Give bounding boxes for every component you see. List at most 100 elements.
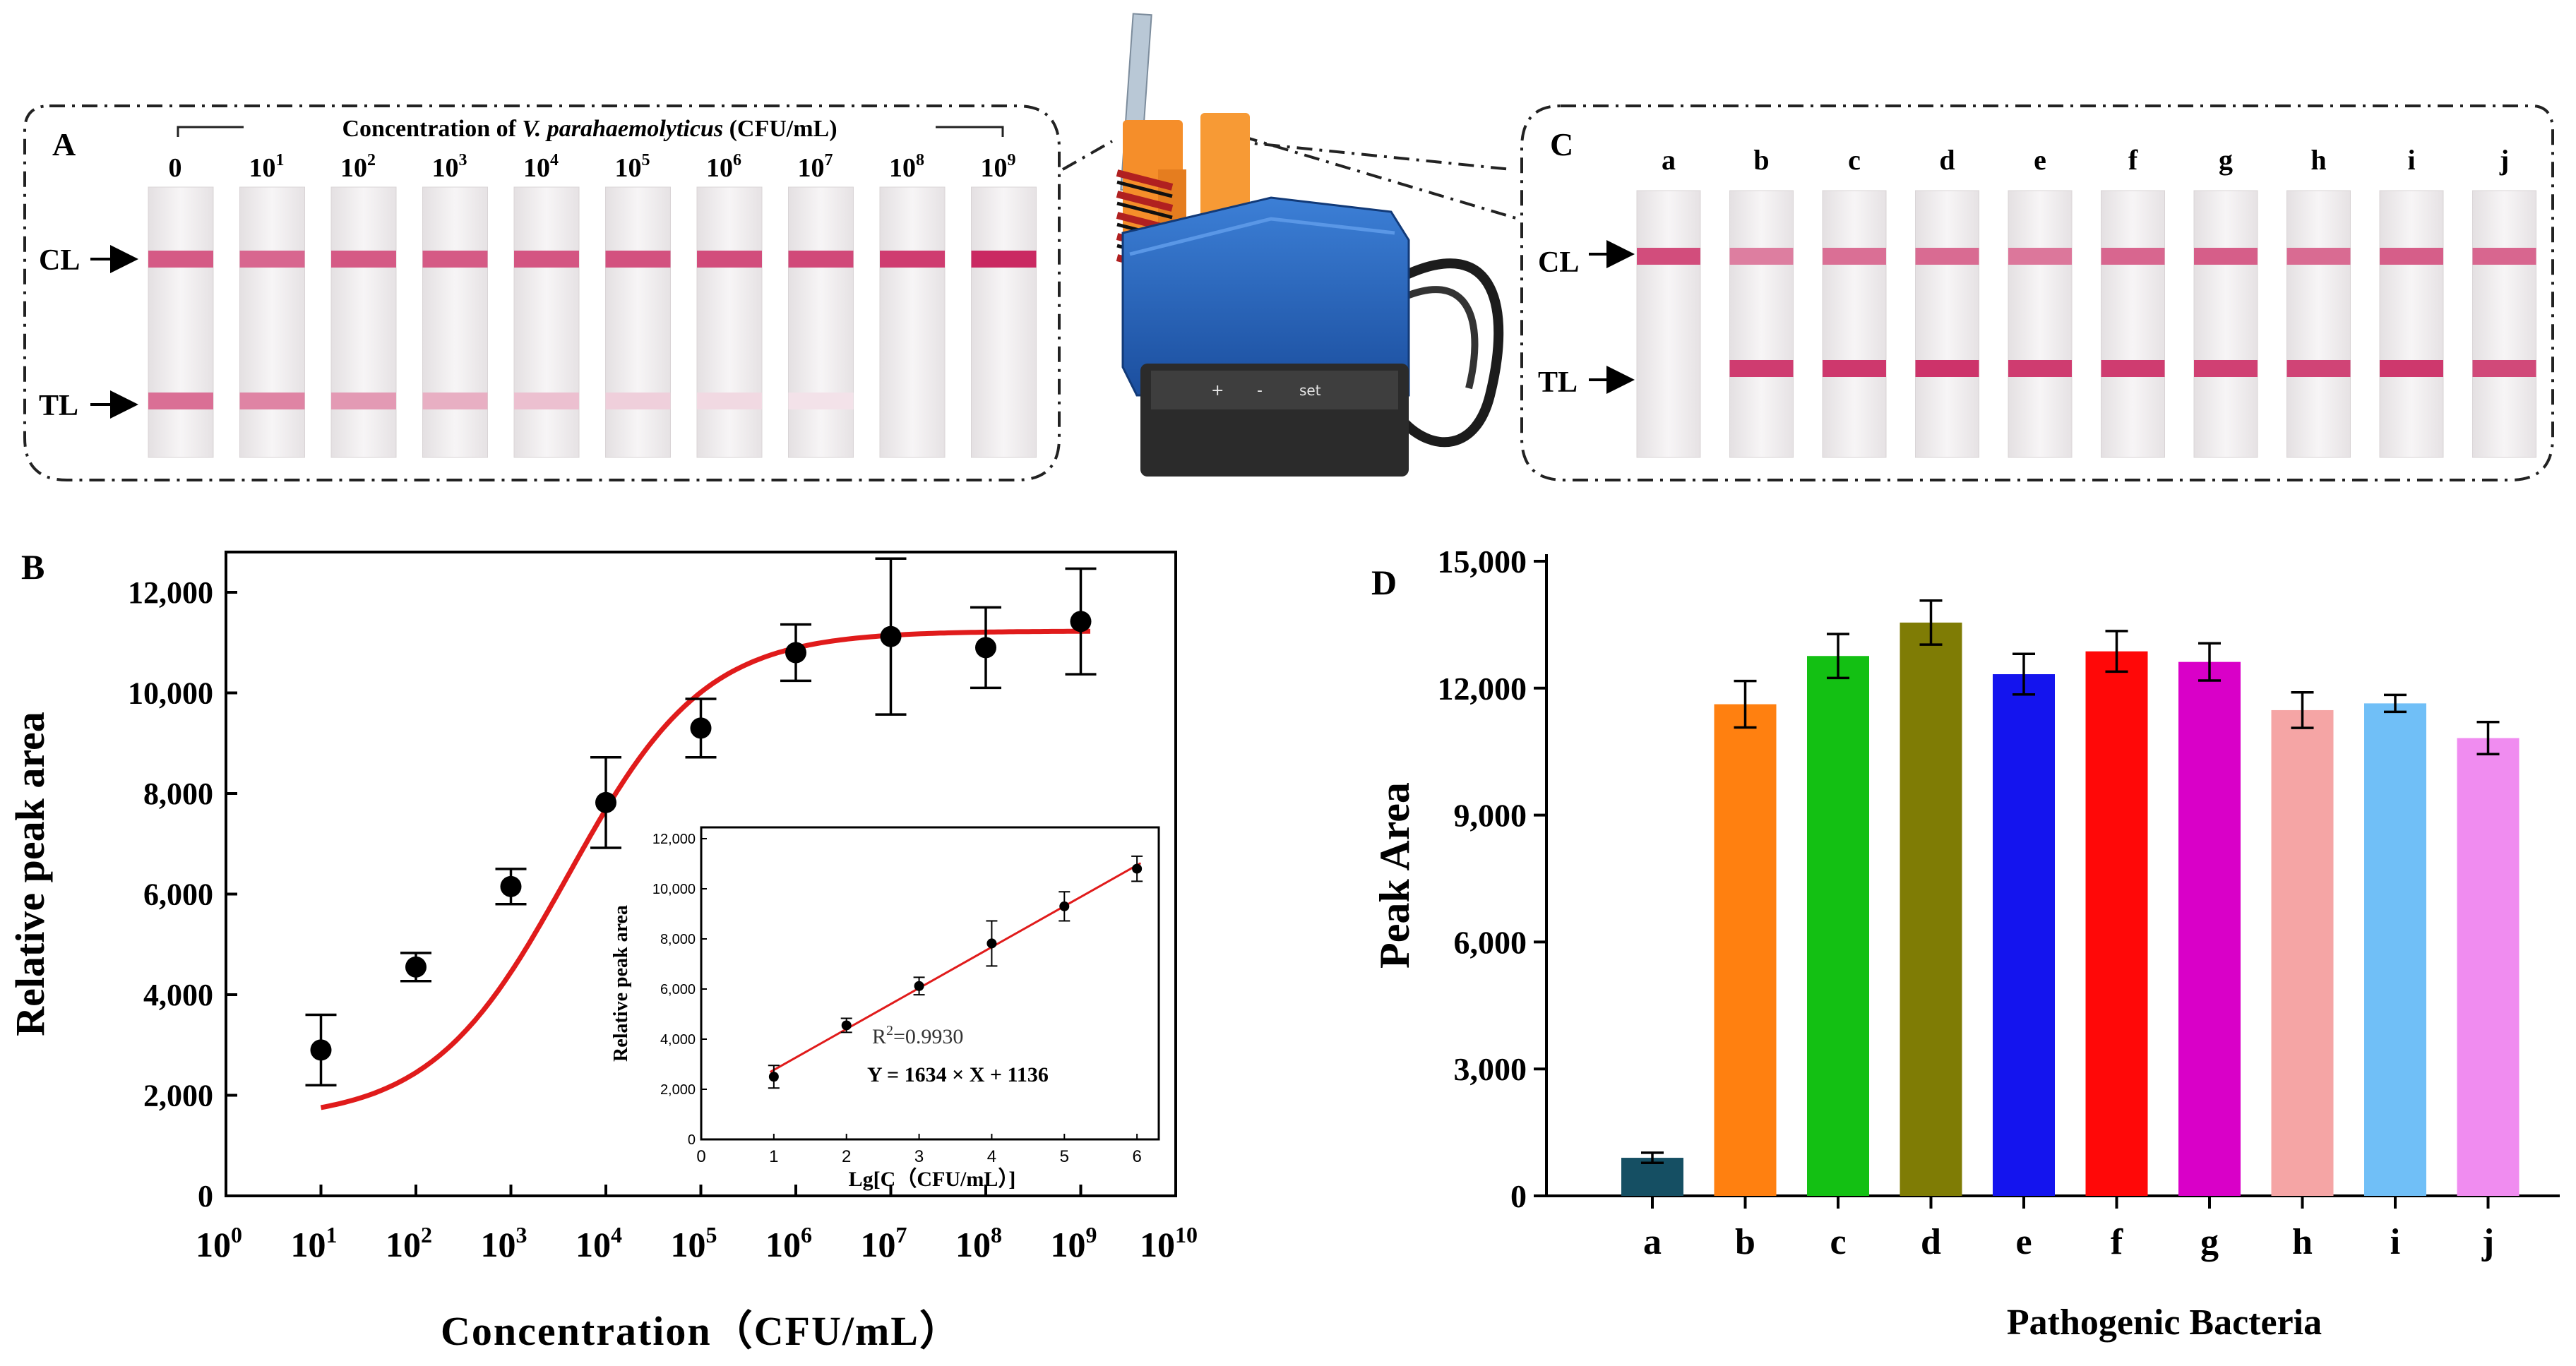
strip-body (788, 186, 854, 458)
strip-sample-label: i (2407, 144, 2415, 176)
strip-body (2193, 190, 2258, 458)
control-line-band (1915, 248, 1979, 265)
test-line-band (2194, 360, 2258, 377)
bar (1993, 674, 2055, 1196)
strip-sample-label: h (2310, 144, 2326, 176)
x-tick-label: d (1921, 1222, 1941, 1262)
strip-label-base: 10 (432, 153, 459, 183)
test-line-band (514, 393, 579, 409)
inset-data-point (768, 1072, 779, 1082)
strip-sample-label: j (2499, 144, 2509, 176)
inset-data-point (914, 981, 924, 991)
inset-axes: 0 1 2 3 4 5 6 0 2,000 4,000 6,000 8,000 10,000 12,000 (652, 832, 1142, 1166)
control-line-band (1823, 248, 1886, 265)
panel-c: C a b c d e f g h i j CL TL (1520, 104, 2554, 481)
panel-b-inset: 0 1 2 3 4 5 6 0 2,000 4,000 6,000 8,000 10,000 12,000… (610, 826, 1160, 1191)
strip-body (239, 186, 305, 458)
control-line-band (1637, 248, 1700, 265)
data-point (880, 625, 902, 647)
control-line-band (605, 251, 671, 268)
x-tick-base: 10 (1051, 1225, 1086, 1264)
y-tick-label: 10,000 (128, 676, 213, 711)
inset-y-tick-label: 8,000 (660, 932, 696, 947)
bar (1714, 704, 1777, 1196)
test-strip: 103 (422, 151, 488, 458)
strip-concentration-label: 103 (432, 151, 467, 183)
x-tick-label: h (2292, 1222, 2313, 1262)
x-tick-exponent: 1 (326, 1222, 338, 1247)
strip-body (605, 186, 671, 458)
y-tick-label: 0 (198, 1179, 213, 1214)
y-tick-label: 9,000 (1454, 798, 1527, 834)
test-line-band (148, 393, 213, 409)
panel-c-cl-label: CL (1538, 246, 1579, 279)
x-tick-exponent: 9 (1086, 1222, 1097, 1247)
control-line-band (697, 251, 762, 268)
test-line-band (2472, 360, 2536, 377)
strip-label-exponent: 8 (916, 151, 924, 169)
data-point (310, 1039, 332, 1061)
test-line-band (1823, 360, 1886, 377)
control-line-band (422, 251, 488, 268)
inset-fit-line (769, 862, 1142, 1073)
inset-points (768, 855, 1143, 1089)
strip-label-exponent: 7 (825, 151, 833, 169)
inset-y-tick-label: 2,000 (660, 1082, 696, 1098)
inset-data-point (1059, 901, 1070, 911)
x-tick-base: 10 (671, 1225, 706, 1264)
strip-body (330, 186, 397, 458)
strip-body (2379, 190, 2444, 458)
inset-y-tick-label: 10,000 (652, 882, 696, 897)
test-strip: 0 (148, 153, 214, 458)
x-tick-label: 109 (1051, 1222, 1097, 1264)
strip-concentration-label: 0 (169, 153, 182, 183)
panel-c-strips: a b c d e f g h i j (1636, 144, 2536, 458)
x-tick-exponent: 5 (706, 1222, 717, 1247)
inset-equation: Y = 1634 × X + 1136 (867, 1063, 1049, 1086)
x-tick-label: 101 (291, 1222, 338, 1264)
panel-a-strips: 0 101 102 103 104 105 106 107 108 109 (148, 151, 1037, 458)
data-point (500, 875, 522, 897)
x-tick-label: 102 (386, 1222, 432, 1264)
x-tick-base: 10 (861, 1225, 896, 1264)
control-line-band (788, 251, 854, 268)
test-strip: a (1636, 144, 1701, 458)
strip-sample-label: b (1753, 144, 1769, 176)
x-tick-label: 107 (861, 1222, 907, 1264)
inset-r2-exp: 2 (886, 1023, 893, 1038)
panel-b-letter: B (21, 547, 44, 587)
inset-y-tick-label: 6,000 (660, 982, 696, 997)
strip-sample-label: c (1848, 144, 1861, 176)
strip-label-base: 0 (169, 153, 182, 183)
panel-b-fit-curve (320, 628, 1090, 1110)
inset-x-tick-label: 2 (842, 1147, 851, 1166)
test-line-band (2008, 360, 2072, 377)
panel-a-header-species: V. parahaemolyticus (522, 116, 723, 142)
panel-c-tl-label: TL (1538, 366, 1578, 399)
strip-label-base: 10 (523, 153, 550, 183)
strip-label-exponent: 6 (733, 151, 741, 169)
data-point (1070, 611, 1092, 633)
inset-data-point (841, 1020, 852, 1031)
y-tick-label: 8,000 (143, 777, 213, 811)
detector-device: + - set (1062, 13, 1519, 477)
strip-body (2101, 190, 2165, 458)
test-line-band (422, 393, 488, 409)
x-tick-label: j (2481, 1222, 2494, 1262)
panel-d-letter: D (1371, 563, 1397, 602)
strip-label-base: 10 (340, 153, 367, 183)
x-tick-label: 105 (671, 1222, 717, 1264)
panel-c-frame (1520, 104, 2554, 481)
test-strip: j (2472, 144, 2536, 458)
x-tick-exponent: 10 (1175, 1222, 1198, 1247)
test-strip: i (2379, 144, 2444, 458)
data-point (975, 637, 996, 659)
test-strip: h (2286, 144, 2351, 458)
x-tick-exponent: 2 (421, 1222, 432, 1247)
inset-y-axis-label: Relative peak area (610, 905, 632, 1062)
control-line-band (971, 251, 1037, 268)
strip-body (1915, 190, 1979, 458)
strip-sample-label: d (1939, 144, 1955, 176)
test-strip: g (2193, 144, 2258, 458)
panel-d-bars (1621, 599, 2520, 1196)
